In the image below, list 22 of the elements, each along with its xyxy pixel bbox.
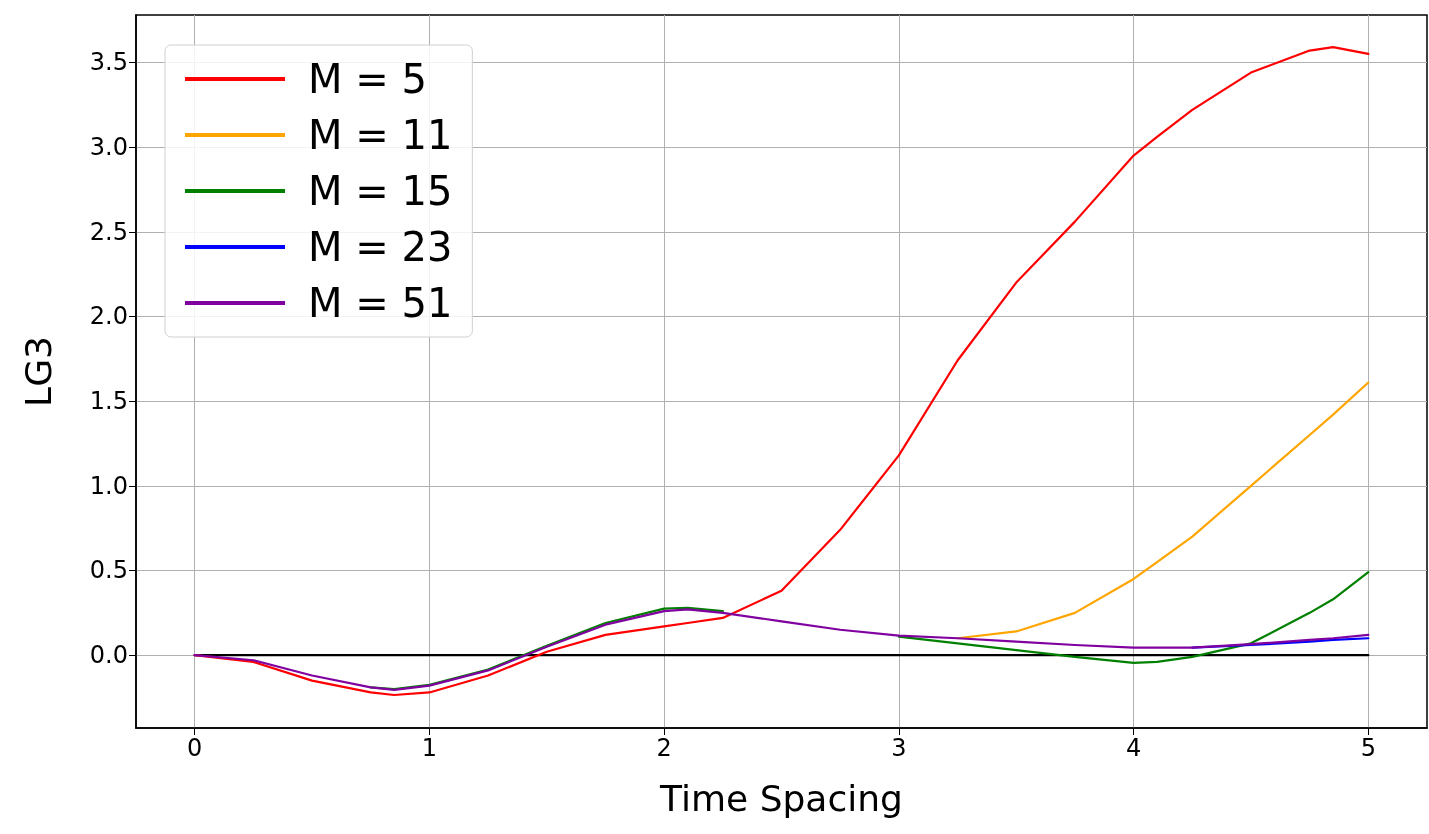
x-axis-title: Time Spacing <box>659 777 903 819</box>
y-axis-title: LG3 <box>17 336 59 407</box>
x-tick-label: 4 <box>1125 734 1142 762</box>
y-tick-label: 2.5 <box>89 217 128 246</box>
legend-label: M = 23 <box>308 224 453 270</box>
y-tick-label: 3.0 <box>89 133 128 162</box>
y-tick-label: 0.5 <box>89 556 128 585</box>
legend-label: M = 15 <box>308 168 453 214</box>
legend-label: M = 5 <box>308 56 427 102</box>
x-tick-label: 0 <box>187 734 203 762</box>
y-tick-label: 1.5 <box>89 387 128 416</box>
y-tick-label: 1.0 <box>89 471 128 500</box>
y-tick-label: 3.5 <box>89 48 128 77</box>
x-tick-label: 2 <box>656 734 672 762</box>
x-tick-label: 5 <box>1360 734 1376 762</box>
y-tick-label: 2.0 <box>89 302 128 331</box>
y-tick-label: 0.0 <box>89 641 128 670</box>
x-tick-label: 1 <box>421 734 438 762</box>
x-tick-label: 3 <box>891 734 907 762</box>
line-series <box>193 608 1370 691</box>
legend-label: M = 51 <box>308 280 453 326</box>
legend-label: M = 11 <box>308 112 453 158</box>
